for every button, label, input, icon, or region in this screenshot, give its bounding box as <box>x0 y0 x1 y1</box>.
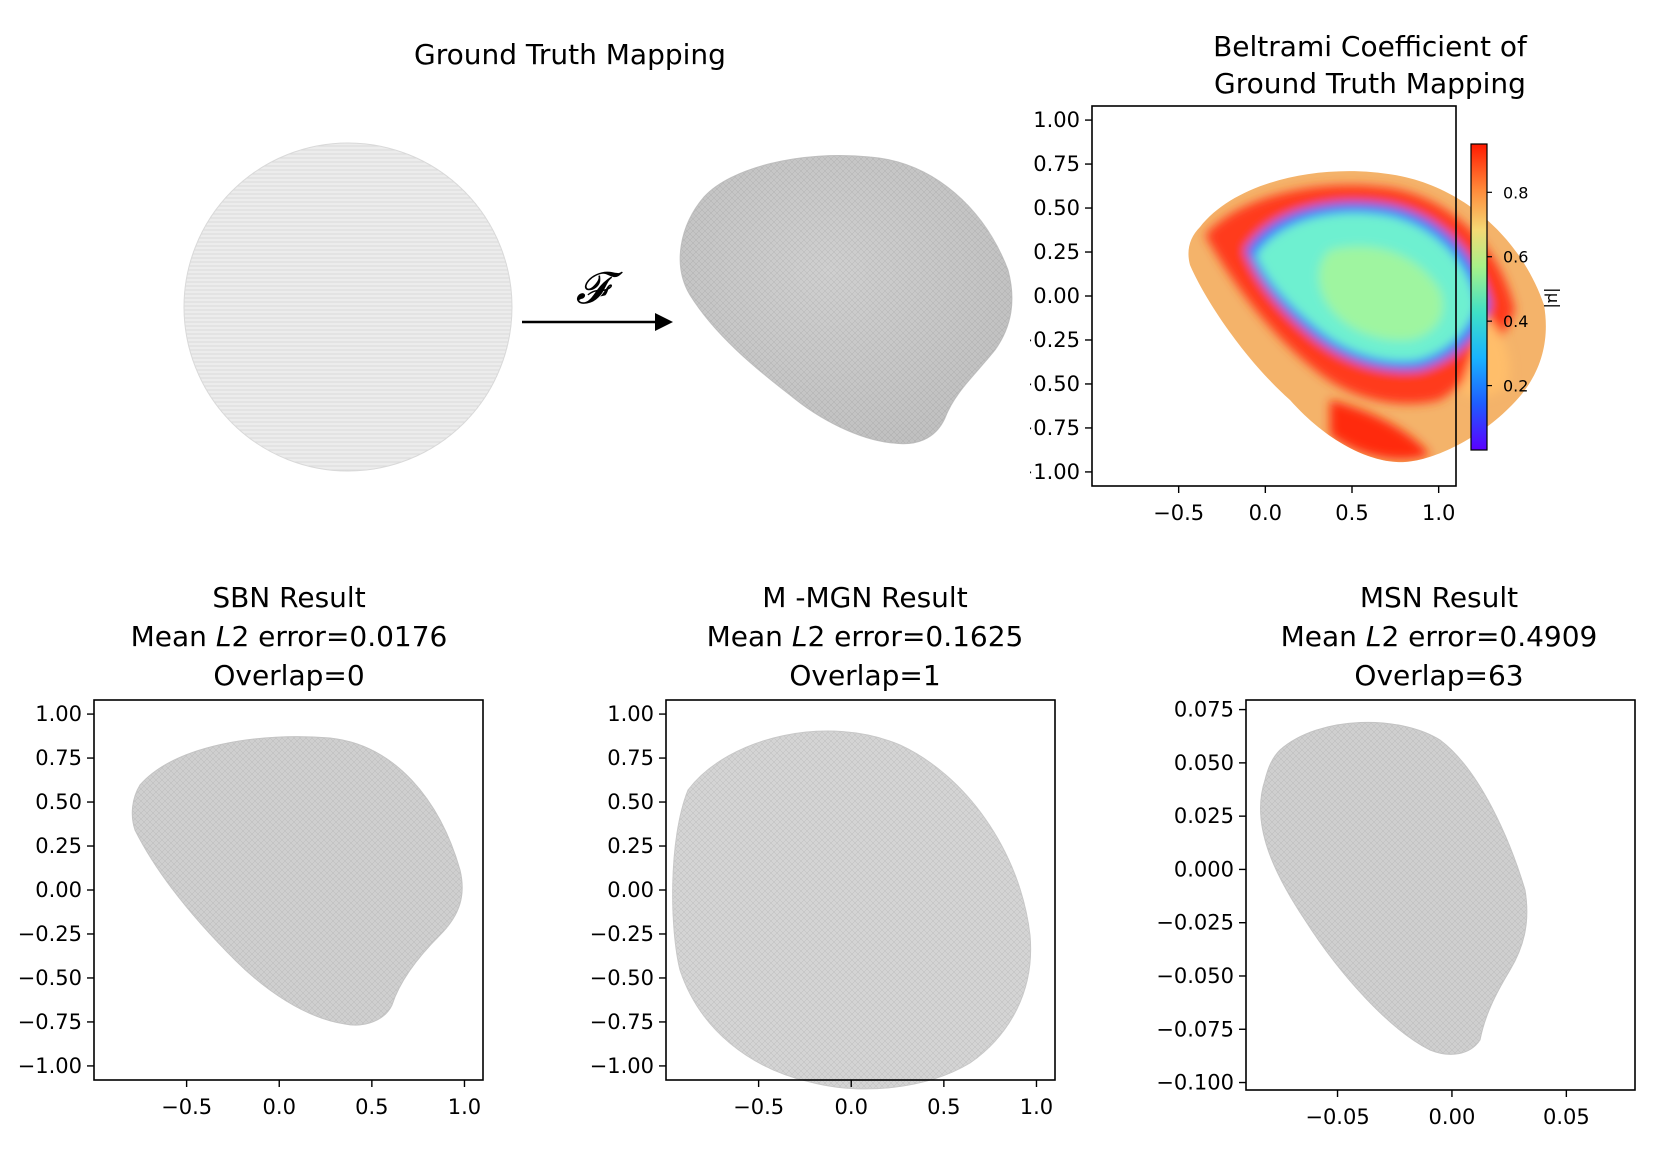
mmgn-ytick-label: −0.25 <box>590 922 654 946</box>
error-prefix: Mean <box>706 620 792 653</box>
colorbar-label: |μ| <box>1544 288 1563 309</box>
sbn-ytick-label: 0.00 <box>35 878 82 902</box>
panel-title-sbn: SBN Result Mean L2 error=0.0176 Overlap=… <box>84 578 494 695</box>
colorbar-tick-label: 0.4 <box>1503 312 1528 331</box>
colorbar-tick-label: 0.8 <box>1503 183 1528 202</box>
mmgn-ytick-label: 0.50 <box>607 790 654 814</box>
mmgn-ytick-label: −0.75 <box>590 1010 654 1034</box>
beltrami-ytick-label: 0.75 <box>1033 152 1080 176</box>
beltrami-ytick-label: −0.75 <box>1030 416 1080 440</box>
panel-method-sbn: SBN Result <box>212 581 366 614</box>
mmgn-ytick-label: 0.25 <box>607 834 654 858</box>
beltrami-xtick-label: 1.0 <box>1422 501 1455 525</box>
beltrami-xtick-label: −0.5 <box>1153 501 1204 525</box>
beltrami-title-line2: Ground Truth Mapping <box>1214 67 1526 100</box>
beltrami-ytick-label: −1.00 <box>1030 460 1080 484</box>
msn-ytick-label: −0.075 <box>1156 1017 1234 1041</box>
error-variable: L <box>791 620 808 653</box>
beltrami-ytick-label: 0.50 <box>1033 196 1080 220</box>
beltrami-title: Beltrami Coefficient of Ground Truth Map… <box>1190 28 1550 102</box>
sbn-mesh <box>131 736 463 1026</box>
msn-axes-frame <box>1245 699 1636 1091</box>
msn-xtick-label: −0.05 <box>1305 1105 1369 1129</box>
msn-ytick-label: 0.000 <box>1174 857 1234 881</box>
msn-ytick-label: −0.050 <box>1156 964 1234 988</box>
msn-chart: −0.05 0.00 0.05 0.075 0.050 0.025 0.000 −0.025 −… <box>1156 698 1636 1129</box>
sbn-ytick-label: −0.25 <box>18 922 82 946</box>
msn-mesh <box>1260 721 1528 1055</box>
error-variable: L <box>215 620 232 653</box>
beltrami-chart: 0.2 0.4 0.6 0.8 |μ| −0.5 0.0 0.5 1.0 1.00 0.75 0.… <box>1030 105 1563 525</box>
beltrami-ytick-label: 0.00 <box>1033 284 1080 308</box>
msn-xtick-label: 0.00 <box>1429 1105 1476 1129</box>
beltrami-xtick-label: 0.0 <box>1249 501 1282 525</box>
msn-ytick-label: 0.075 <box>1174 698 1234 722</box>
error-value: 2 error=0.4909 <box>1381 620 1598 653</box>
sbn-ytick-label: −0.50 <box>18 966 82 990</box>
panel-method-mmgn: M -MGN Result <box>762 581 968 614</box>
beltrami-ytick-label: −0.50 <box>1030 372 1080 396</box>
mmgn-mesh <box>672 730 1032 1090</box>
sbn-ytick-label: −1.00 <box>18 1054 82 1078</box>
panel-overlap-msn: Overlap=63 <box>1354 659 1524 692</box>
mmgn-ytick-label: 0.00 <box>607 878 654 902</box>
colorbar-tick-label: 0.6 <box>1503 248 1528 267</box>
sbn-xtick-label: 0.0 <box>263 1095 296 1119</box>
msn-xtick-label: 0.05 <box>1543 1105 1590 1129</box>
error-prefix: Mean <box>130 620 216 653</box>
error-variable: L <box>1365 620 1382 653</box>
mmgn-xtick-label: 0.5 <box>927 1095 960 1119</box>
beltrami-ytick-label: −0.25 <box>1030 328 1080 352</box>
sbn-ytick-label: 1.00 <box>35 702 82 726</box>
beltrami-xtick-label: 0.5 <box>1335 501 1368 525</box>
msn-ytick-label: 0.025 <box>1174 804 1234 828</box>
msn-ytick-label: −0.025 <box>1156 911 1234 935</box>
mmgn-chart: −0.5 0.0 0.5 1.0 1.00 0.75 0.50 0.25 0.00 −0.25 −0… <box>590 699 1056 1119</box>
panel-method-msn: MSN Result <box>1359 581 1519 614</box>
map-symbol: 𝓕 <box>576 263 624 314</box>
unit-disk-mesh <box>183 142 513 472</box>
panel-overlap-mmgn: Overlap=1 <box>789 659 941 692</box>
panel-overlap-sbn: Overlap=0 <box>213 659 365 692</box>
arrow-head-icon <box>655 313 673 331</box>
error-prefix: Mean <box>1280 620 1366 653</box>
beltrami-ytick-label: 1.00 <box>1033 108 1080 132</box>
beltrami-ytick-label: 0.25 <box>1033 240 1080 264</box>
sbn-chart: −0.5 0.0 0.5 1.0 1.00 0.75 0.50 0.25 0.00 −0.25 −0… <box>18 699 484 1119</box>
panel-title-mmgn: M -MGN Result Mean L2 error=0.1625 Overl… <box>660 578 1070 695</box>
error-value: 2 error=0.1625 <box>807 620 1024 653</box>
mmgn-xtick-label: −0.5 <box>733 1095 784 1119</box>
panel-error-msn: Mean L2 error=0.4909 <box>1234 617 1644 656</box>
mmgn-ytick-label: 0.75 <box>607 746 654 770</box>
ground-truth-title: Ground Truth Mapping <box>414 38 726 71</box>
panel-title-msn: MSN Result Mean L2 error=0.4909 Overlap=… <box>1234 578 1644 695</box>
ground-truth-illustration: 𝓕 <box>183 142 1013 472</box>
mmgn-xtick-label: 1.0 <box>1020 1095 1053 1119</box>
msn-ytick-label: −0.100 <box>1156 1071 1234 1095</box>
mmgn-ytick-label: −1.00 <box>590 1054 654 1078</box>
panel-error-mmgn: Mean L2 error=0.1625 <box>660 617 1070 656</box>
msn-ytick-label: 0.050 <box>1174 751 1234 775</box>
colorbar <box>1470 143 1488 451</box>
sbn-ytick-label: 0.50 <box>35 790 82 814</box>
mmgn-ytick-label: −0.50 <box>590 966 654 990</box>
sbn-xtick-label: 1.0 <box>448 1095 481 1119</box>
mmgn-ytick-label: 1.00 <box>607 702 654 726</box>
colorbar-tick-label: 0.2 <box>1503 377 1528 396</box>
sbn-xtick-label: −0.5 <box>161 1095 212 1119</box>
sbn-xtick-label: 0.5 <box>355 1095 388 1119</box>
sbn-ytick-label: −0.75 <box>18 1010 82 1034</box>
sbn-ytick-label: 0.75 <box>35 746 82 770</box>
sbn-ytick-label: 0.25 <box>35 834 82 858</box>
mmgn-xtick-label: 0.0 <box>835 1095 868 1119</box>
error-value: 2 error=0.0176 <box>231 620 448 653</box>
beltrami-title-line1: Beltrami Coefficient of <box>1213 30 1527 63</box>
panel-error-sbn: Mean L2 error=0.0176 <box>84 617 494 656</box>
